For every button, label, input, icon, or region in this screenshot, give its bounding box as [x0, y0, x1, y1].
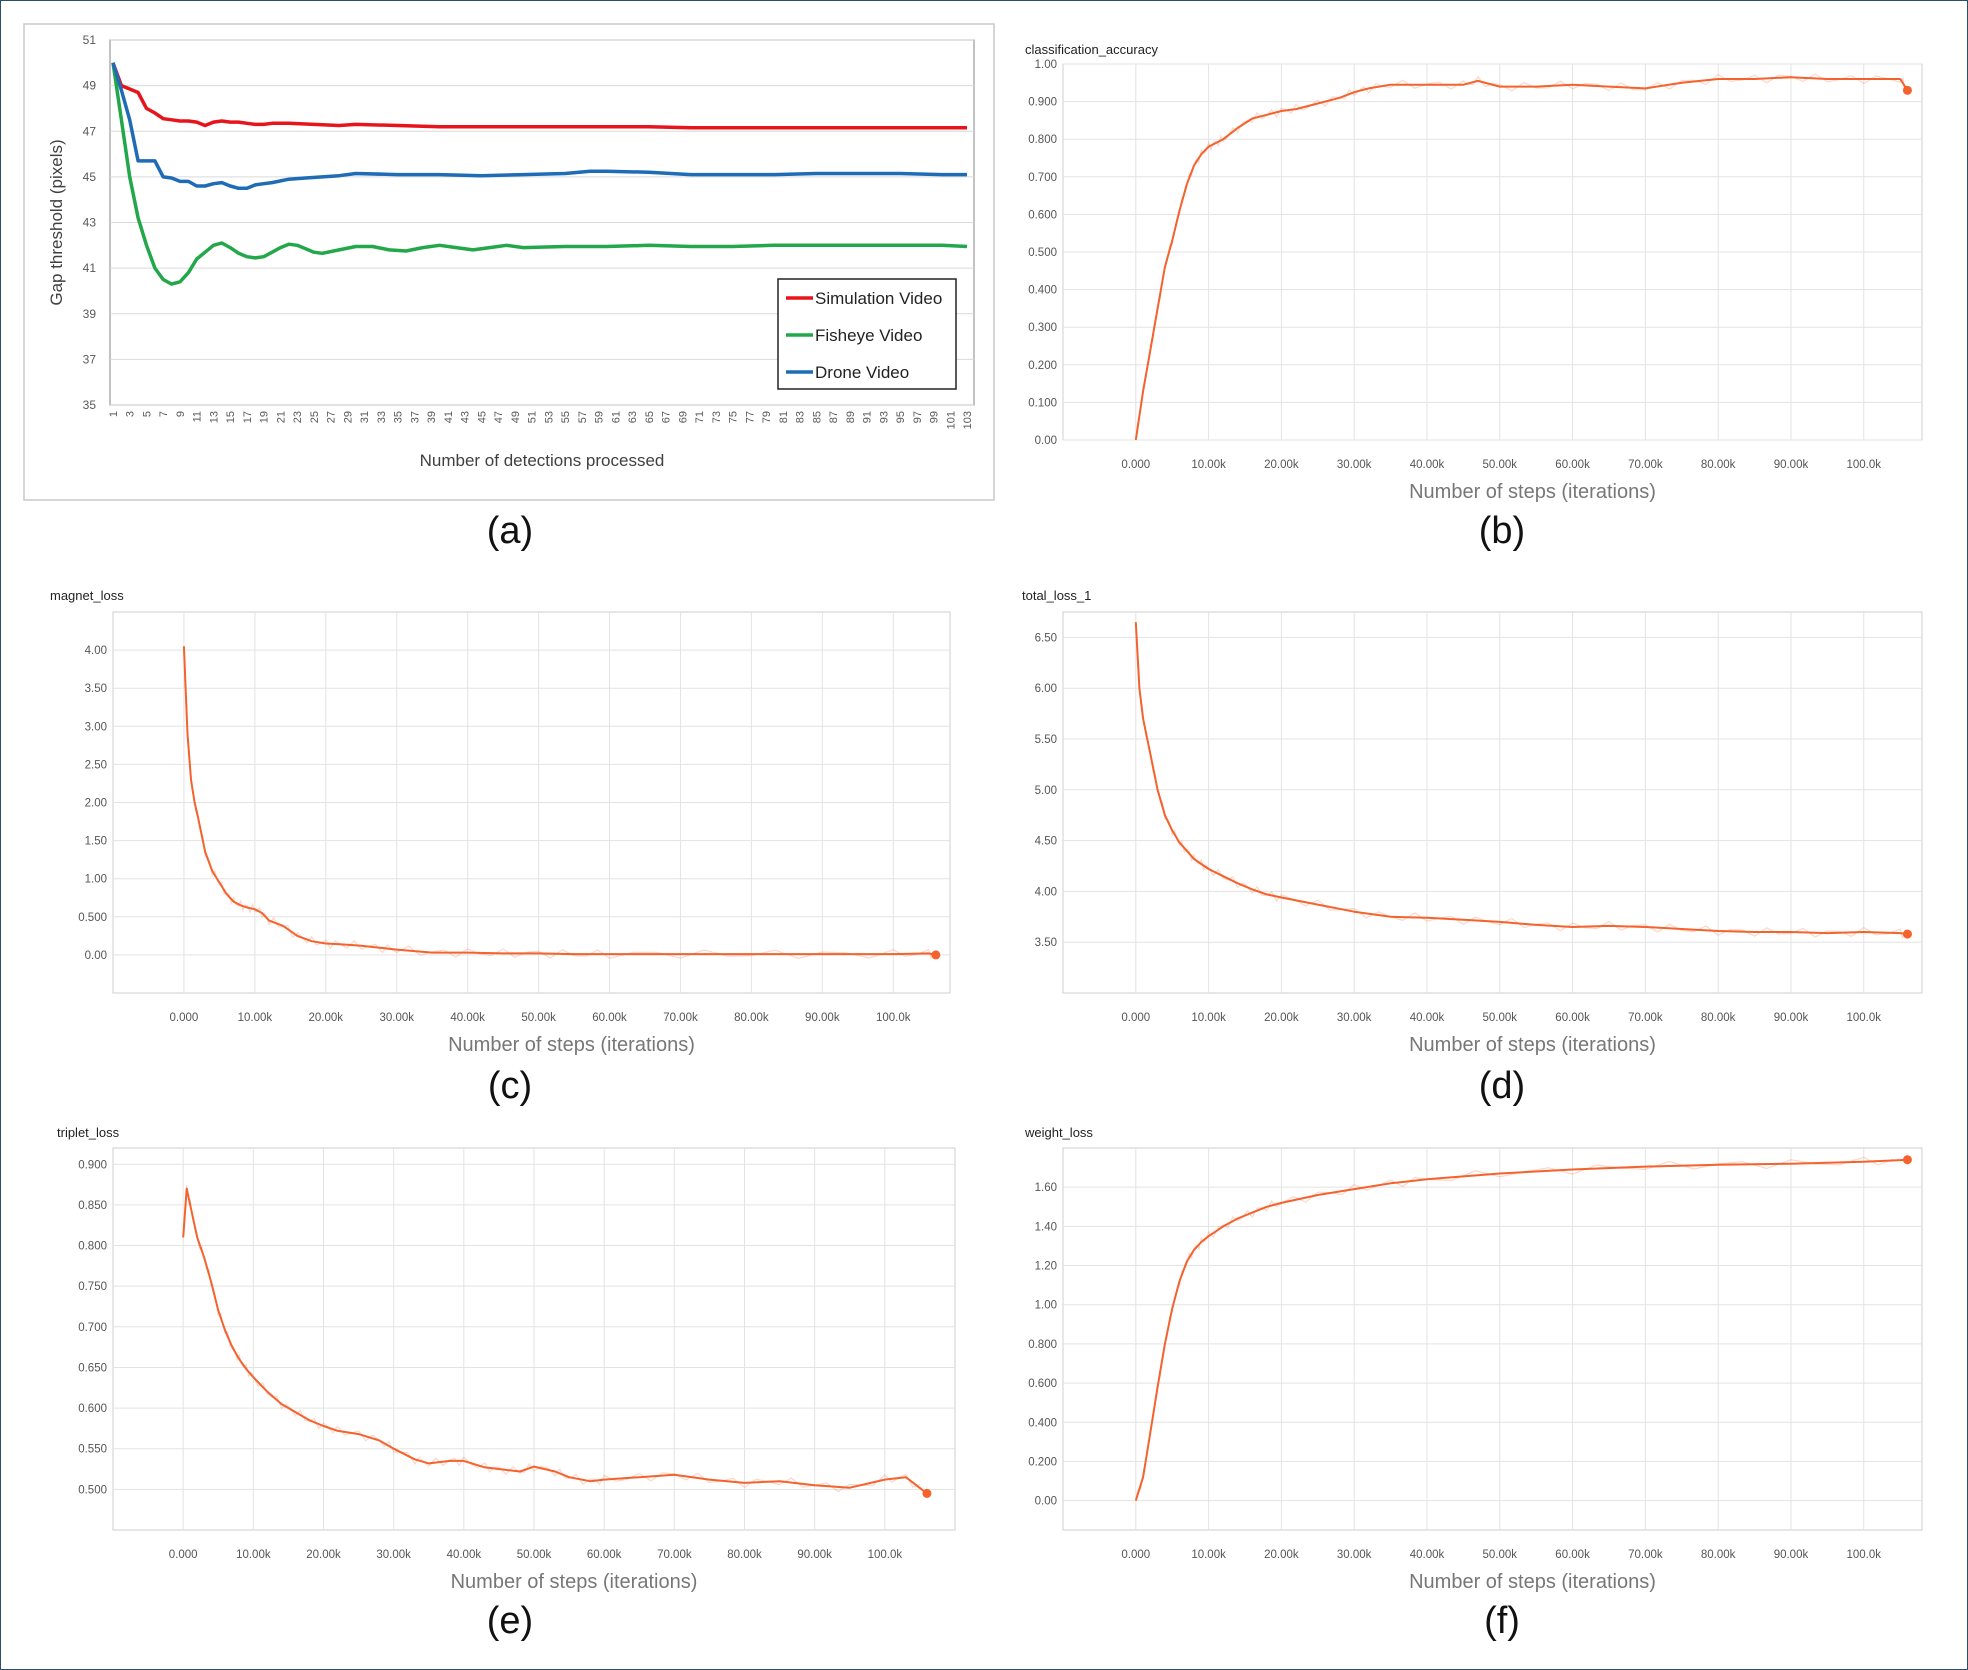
chart-a-xtick-label: 3 [125, 411, 137, 417]
chart-a-xtick-label: 33 [376, 411, 388, 423]
chart-a-xtick-label: 23 [292, 411, 304, 423]
chart-a-xtick-label: 97 [912, 411, 924, 423]
chart-a-ytick-label: 37 [83, 352, 97, 366]
chart-a-xtick-label: 71 [694, 411, 706, 423]
chart-a-series-2 [111, 62, 968, 286]
chart-a-xtick-label: 7 [158, 411, 170, 417]
chart-a-xtick-label: 25 [309, 411, 321, 423]
chart-a-xtick-label: 73 [711, 411, 723, 423]
chart-a-xtick-label: 27 [326, 411, 338, 423]
chart-a-xtick-label: 83 [795, 411, 807, 423]
chart-a-ytick-label: 45 [83, 170, 97, 184]
chart-a-xtick-label: 63 [627, 411, 639, 423]
chart-a-legend-label: Drone Video [815, 363, 909, 382]
chart-a-xtick-label: 35 [393, 411, 405, 423]
chart-a-xtick-label: 19 [259, 411, 271, 423]
chart-a-xtick-label: 79 [761, 411, 773, 423]
chart-a-legend-label: Fisheye Video [815, 326, 922, 345]
chart-a-xtick-label: 69 [677, 411, 689, 423]
chart-a-xtick-label: 41 [443, 411, 455, 423]
chart-a-xtick-label: 29 [342, 411, 354, 423]
chart-a-xtick-label: 49 [510, 411, 522, 423]
chart-a-xtick-label: 9 [175, 411, 187, 417]
chart-a-xtick-label: 95 [895, 411, 907, 423]
chart-a-xtick-label: 57 [577, 411, 589, 423]
chart-a-xtick-label: 77 [744, 411, 756, 423]
chart-a-xtick-label: 93 [878, 411, 890, 423]
chart-a-xtick-label: 85 [811, 411, 823, 423]
chart-a-xtick-label: 15 [225, 411, 237, 423]
label-e: (e) [486, 1600, 534, 1642]
chart-a-series-1 [111, 62, 967, 130]
chart-a-ytick-label: 49 [83, 79, 97, 93]
chart-a-xtick-label: 75 [728, 411, 740, 423]
chart-a-xtick-label: 21 [275, 411, 287, 423]
chart-a-xtick-label: 1 [108, 411, 120, 417]
chart-a-xtick-label: 81 [778, 411, 790, 423]
chart-a-xtick-label: 47 [493, 411, 505, 423]
chart-a-xtick-label: 55 [560, 411, 572, 423]
chart-a-legend-label: Simulation Video [815, 289, 942, 308]
chart-a-xtick-label: 31 [359, 411, 371, 423]
chart-a-ytick-label: 47 [83, 124, 97, 138]
label-a: (a) [486, 510, 534, 552]
chart-a-xtick-label: 65 [644, 411, 656, 423]
chart-a-xtick-label: 61 [610, 411, 622, 423]
chart-a-xtick-label: 17 [242, 411, 254, 423]
chart-a-xtick-label: 11 [192, 411, 204, 422]
chart-a-ytick-label: 35 [83, 398, 97, 412]
chart-a-series-3 [111, 62, 967, 191]
chart-a-ylabel: Gap threshold (pixels) [47, 139, 66, 305]
chart-a-ytick-label: 39 [83, 307, 97, 321]
label-b: (b) [1478, 510, 1526, 552]
chart-a-xtick-label: 37 [409, 411, 421, 423]
chart-a-xtick-label: 13 [208, 411, 220, 423]
chart-a-xtick-label: 43 [460, 411, 472, 423]
chart-a-xtick-label: 45 [476, 411, 488, 423]
chart-a-xtick-label: 53 [543, 411, 555, 423]
chart-a-xtick-label: 51 [527, 411, 539, 423]
chart-a-xtick-label: 67 [661, 411, 673, 423]
chart-a-xtick-label: 103 [962, 411, 974, 429]
chart-a-xtick-label: 5 [141, 411, 153, 417]
label-d: (d) [1478, 1065, 1526, 1107]
chart-a-ytick-label: 43 [83, 216, 97, 230]
chart-a-xtick-label: 59 [594, 411, 606, 423]
chart-a-ytick-label: 51 [83, 33, 97, 47]
chart-a-xtick-label: 91 [862, 411, 874, 423]
chart-a-xtick-label: 99 [929, 411, 941, 423]
chart-a-ytick-label: 41 [83, 261, 97, 275]
chart-a-xtick-label: 89 [845, 411, 857, 423]
chart-a-xlabel: Number of detections processed [420, 451, 665, 470]
label-f: (f) [1484, 1600, 1520, 1642]
chart-a-xtick-label: 87 [828, 411, 840, 423]
label-c: (c) [487, 1065, 533, 1107]
chart-a-xtick-label: 39 [426, 411, 438, 423]
chart-a-xtick-label: 101 [945, 411, 957, 429]
